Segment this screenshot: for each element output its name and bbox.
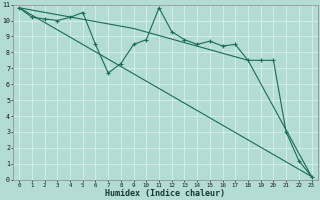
X-axis label: Humidex (Indice chaleur): Humidex (Indice chaleur) [105,189,225,198]
